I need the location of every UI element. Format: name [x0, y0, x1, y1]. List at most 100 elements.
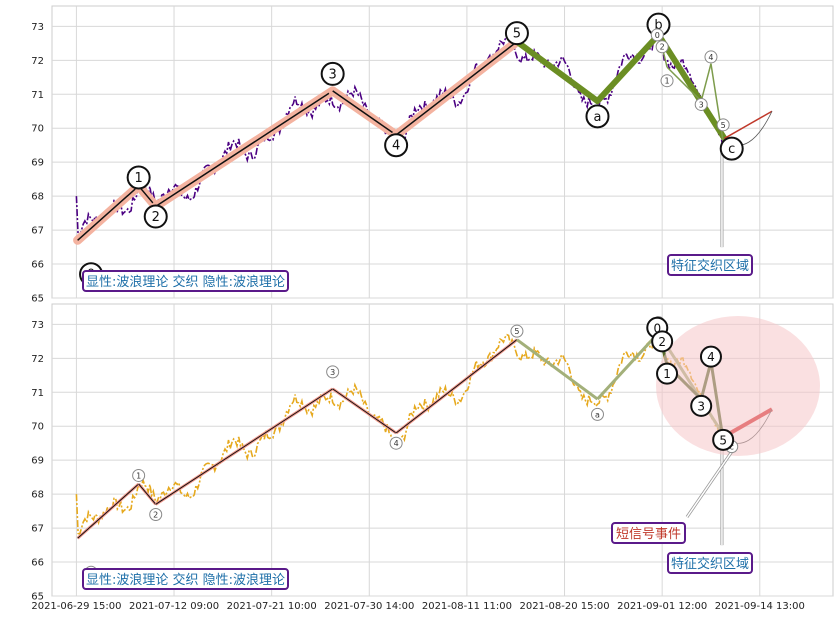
legend-box	[82, 270, 289, 292]
wave-label-circle	[126, 165, 151, 190]
y-tick-label: 70	[31, 124, 44, 135]
intertwine-ellipse	[656, 316, 820, 456]
signal-box	[611, 522, 686, 544]
y-tick-label: 65	[31, 294, 44, 305]
subwave-label-circle	[660, 74, 674, 88]
y-tick-label: 73	[31, 22, 44, 33]
wave-label: 2	[152, 210, 160, 225]
wave-segment	[395, 339, 518, 434]
y-tick-label: 67	[31, 524, 44, 535]
wave-label: 1	[135, 171, 143, 186]
subwave-label-circle	[699, 345, 722, 368]
subwave-label: 4	[708, 53, 713, 62]
y-tick-label: 66	[31, 558, 44, 569]
y-tick-label: 65	[31, 592, 44, 603]
subwave-label-circle	[650, 28, 664, 42]
wave-label: b	[654, 18, 662, 33]
wave-label: c	[730, 443, 734, 452]
top-panel: 656667686970717273012345abc012345显性:波浪理论…	[31, 5, 834, 305]
wave-label: 2	[153, 511, 158, 520]
y-tick-label: 71	[31, 388, 44, 399]
wave-segment	[395, 41, 518, 136]
feature-box	[667, 552, 753, 574]
y-tick-label: 66	[31, 260, 44, 271]
wave-label-circle	[585, 104, 610, 129]
y-tick-label: 68	[31, 490, 44, 501]
wave-label-circle	[143, 204, 168, 229]
subwave-label: 2	[658, 335, 666, 349]
wave-segment	[138, 483, 157, 505]
wave-segment-band	[513, 38, 601, 105]
wave-label-circle	[132, 468, 146, 482]
subwave-label: 3	[697, 399, 705, 413]
feature-text: 特征交织区域	[671, 258, 749, 274]
wave-label-circle	[384, 133, 409, 158]
y-tick-label: 73	[31, 320, 44, 331]
subwave-label: 0	[655, 31, 660, 40]
bottom-panel: 656667686970717273012345abc012345显性:波浪理论…	[31, 303, 834, 603]
wave-label-circle	[149, 508, 163, 522]
projection-line	[724, 110, 773, 140]
x-tick-label: 2021-09-01 12:00	[617, 601, 707, 612]
wave-segment-band	[655, 31, 728, 142]
x-tick-label: 2021-09-14 13:00	[715, 601, 805, 612]
subwave-label: 0	[653, 321, 661, 335]
y-tick-label: 72	[31, 354, 44, 365]
wave-label: 3	[329, 67, 337, 82]
subwave-label: 5	[721, 121, 726, 130]
wave-segment	[77, 483, 139, 539]
wave-label-circle	[389, 436, 403, 450]
signal-arrow-core	[686, 446, 736, 518]
subwave-segment	[666, 66, 702, 102]
y-tick-label: 69	[31, 158, 44, 169]
feature-text: 特征交织区域	[671, 556, 749, 572]
subwave-label: 1	[664, 77, 669, 86]
wave-segment	[596, 331, 660, 401]
subwave-label-circle	[694, 97, 708, 111]
wave-segment	[516, 338, 599, 401]
wave-label: 3	[330, 368, 335, 377]
x-tick-label: 2021-06-29 15:00	[31, 601, 121, 612]
x-tick-label: 2021-08-20 15:00	[519, 601, 609, 612]
x-tick-label: 2021-07-30 14:00	[324, 601, 414, 612]
legend-text: 显性:波浪理论 交织 隐性:波浪理论	[86, 274, 285, 290]
x-tick-label: 2021-07-21 10:00	[227, 601, 317, 612]
legend-text: 显性:波浪理论 交织 隐性:波浪理论	[86, 572, 285, 588]
wave-segment-band	[594, 31, 662, 105]
subwave-label: 3	[699, 100, 704, 109]
wave-segment	[332, 388, 397, 434]
y-tick-label: 70	[31, 422, 44, 433]
subwave-label-circle	[690, 394, 713, 417]
x-tick-label: 2021-08-11 11:00	[422, 601, 512, 612]
subwave-label-circle	[716, 118, 730, 132]
signal-text: 短信号事件	[616, 527, 681, 542]
wave-label: a	[595, 410, 600, 419]
wave-label-circle	[320, 61, 345, 86]
subwave-label: 2	[660, 43, 665, 52]
subwave-label: 1	[663, 367, 671, 381]
y-tick-label: 72	[31, 56, 44, 67]
subwave-segment	[700, 63, 712, 102]
wave-label-circle	[510, 324, 524, 338]
subwave-label-circle	[704, 50, 718, 64]
subwave-label: 4	[707, 350, 715, 364]
subwave-label-circle	[712, 428, 735, 451]
wave-label: 1	[136, 471, 141, 480]
y-tick-label: 67	[31, 226, 44, 237]
wave-segment	[332, 90, 397, 136]
x-tick-label: 2021-07-12 09:00	[129, 601, 219, 612]
wave-label: a	[593, 110, 601, 125]
wave-label-circle	[719, 136, 744, 161]
wave-label-circle	[504, 21, 529, 46]
subwave-label: 5	[719, 433, 727, 447]
wave-label-circle	[590, 407, 604, 421]
wave-segment	[155, 388, 333, 505]
wave-label: 5	[514, 327, 519, 336]
x-axis: 2021-06-29 15:00 2021-07-12 09:00 2021-07-…	[31, 601, 805, 612]
plot-frame	[51, 5, 834, 299]
wave-label: 4	[392, 139, 400, 154]
wave-segment	[77, 185, 140, 241]
y-tick-label: 71	[31, 90, 44, 101]
wave-label-circle	[326, 365, 340, 379]
